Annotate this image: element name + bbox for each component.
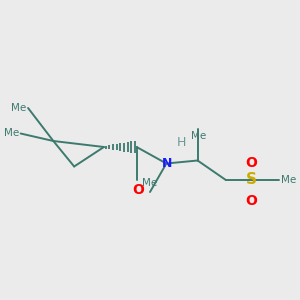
Text: S: S [246, 172, 256, 187]
Text: O: O [245, 194, 257, 208]
Text: O: O [132, 183, 144, 197]
Text: Me: Me [142, 178, 158, 188]
Text: Me: Me [281, 175, 296, 185]
Text: Me: Me [11, 103, 27, 113]
Text: Me: Me [191, 131, 207, 141]
Text: Me: Me [4, 128, 19, 139]
Text: N: N [162, 157, 172, 170]
Text: O: O [245, 156, 257, 170]
Text: H: H [176, 136, 186, 149]
